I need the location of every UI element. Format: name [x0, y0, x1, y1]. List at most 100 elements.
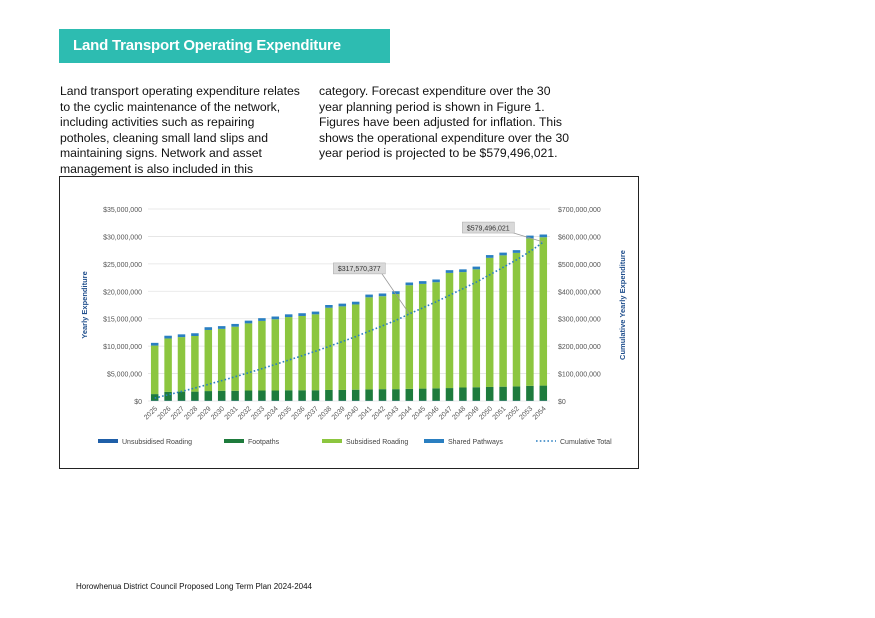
- x-tick-label: 2043: [384, 405, 400, 421]
- bar-segment: [539, 385, 548, 401]
- legend-swatch: [322, 439, 342, 443]
- bar-segment: [177, 337, 186, 392]
- bar-segment: [392, 291, 400, 295]
- bar-segment: [325, 307, 333, 390]
- y2-tick-label: $300,000,000: [558, 317, 601, 324]
- bar-segment: [325, 305, 333, 308]
- y2-tick-label: $700,000,000: [558, 207, 601, 214]
- x-tick-label: 2041: [358, 405, 374, 421]
- bar-segment: [204, 327, 213, 330]
- y2-tick-label: $600,000,000: [558, 234, 601, 241]
- bar-segment: [459, 269, 467, 273]
- x-tick-label: 2046: [425, 405, 441, 421]
- bar-segment: [499, 255, 507, 387]
- x-tick-label: 2035: [277, 405, 293, 421]
- x-tick-label: 2047: [438, 405, 454, 421]
- bar-segment: [472, 269, 481, 388]
- callout-box: [333, 262, 386, 275]
- x-tick-label: 2034: [264, 405, 280, 421]
- bar-segment: [271, 319, 280, 391]
- bar-segment: [539, 237, 548, 386]
- y-tick-label: $0: [134, 399, 142, 406]
- bar-segment: [217, 390, 226, 401]
- bar-segment: [271, 390, 280, 401]
- bar-segment: [365, 389, 373, 401]
- bar-segment: [432, 282, 440, 389]
- bar-segment: [539, 234, 548, 238]
- bar-segment: [418, 283, 427, 389]
- x-tick-label: 2040: [344, 405, 360, 421]
- bar-segment: [485, 257, 494, 387]
- bar-segment: [432, 279, 440, 283]
- bar-segment: [150, 342, 159, 346]
- x-tick-label: 2038: [317, 405, 333, 421]
- bar-segment: [164, 335, 172, 339]
- bar-segment: [191, 335, 199, 392]
- callout-box: [462, 221, 515, 234]
- y2-axis-title: Cumulative Yearly Expenditure: [618, 250, 627, 360]
- bar-segment: [526, 238, 534, 386]
- x-tick-label: 2028: [183, 405, 199, 421]
- body-text-column-1: Land transport operating expenditure rel…: [60, 84, 300, 176]
- x-tick-label: 2039: [331, 405, 347, 421]
- legend-swatch: [224, 439, 244, 443]
- bar-segment: [231, 390, 239, 401]
- bar-segment: [378, 389, 387, 401]
- bar-segment: [177, 334, 186, 338]
- y-axis-title: Yearly Expenditure: [80, 271, 89, 339]
- bar-segment: [432, 388, 440, 401]
- bar-segment: [191, 391, 199, 401]
- bar-segment: [378, 296, 387, 390]
- bar-segment: [499, 252, 507, 256]
- y2-tick-label: $400,000,000: [558, 289, 601, 296]
- x-tick-label: 2033: [250, 405, 266, 421]
- bar-segment: [204, 391, 213, 401]
- x-tick-label: 2026: [157, 405, 173, 421]
- bar-segment: [485, 255, 494, 258]
- bar-segment: [405, 388, 414, 401]
- bar-segment: [459, 387, 467, 401]
- bar-segment: [405, 282, 414, 286]
- body-text-column-2: category. Forecast expenditure over the …: [319, 84, 570, 161]
- x-tick-label: 2053: [518, 405, 534, 421]
- bar-segment: [258, 320, 266, 391]
- legend-label: Shared Pathways: [448, 439, 503, 446]
- legend-swatch: [98, 439, 118, 443]
- bar-segment: [378, 293, 387, 297]
- bar-segment: [459, 272, 467, 388]
- bar-segment: [217, 328, 226, 391]
- bar-segment: [311, 314, 320, 391]
- x-tick-label: 2037: [304, 405, 320, 421]
- legend-swatch: [424, 439, 444, 443]
- x-tick-label: 2036: [291, 405, 307, 421]
- legend-label: Footpaths: [248, 439, 280, 446]
- x-tick-label: 2029: [197, 405, 213, 421]
- bar-segment: [445, 272, 454, 389]
- bar-segment: [485, 386, 494, 401]
- bar-segment: [311, 390, 320, 401]
- bar-segment: [445, 270, 454, 273]
- y2-tick-label: $100,000,000: [558, 372, 601, 379]
- legend-label: Unsubsidised Roading: [122, 439, 192, 446]
- bar-segment: [472, 387, 481, 401]
- bar-segment: [258, 390, 266, 401]
- x-tick-label: 2042: [371, 405, 387, 421]
- bar-segment: [284, 317, 293, 391]
- x-tick-label: 2045: [411, 405, 427, 421]
- y2-tick-label: $500,000,000: [558, 262, 601, 269]
- y2-tick-label: $0: [558, 399, 566, 406]
- bar-segment: [351, 304, 360, 390]
- callout-leader: [510, 231, 544, 243]
- y-tick-label: $5,000,000: [107, 372, 142, 379]
- bar-segment: [164, 338, 172, 392]
- y-tick-label: $15,000,000: [103, 317, 142, 324]
- bar-segment: [311, 311, 320, 315]
- bar-segment: [472, 266, 481, 270]
- y-tick-label: $30,000,000: [103, 234, 142, 241]
- bar-segment: [298, 315, 306, 391]
- x-tick-label: 2044: [398, 405, 414, 421]
- y-tick-label: $25,000,000: [103, 262, 142, 269]
- bar-segment: [445, 388, 454, 401]
- bar-segment: [231, 323, 239, 327]
- y-tick-label: $10,000,000: [103, 344, 142, 351]
